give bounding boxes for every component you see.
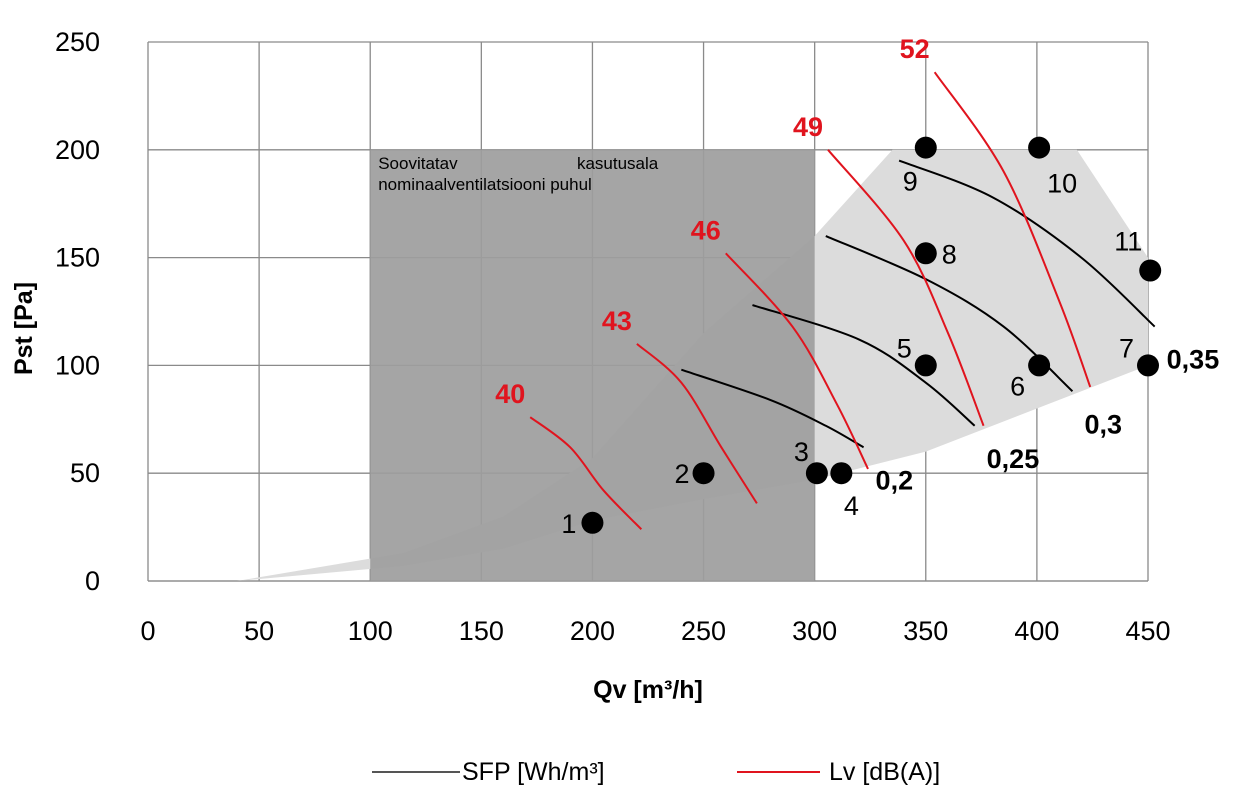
legend: SFP [Wh/m³] Lv [dB(A)] — [372, 758, 940, 786]
operating-point-9 — [914, 136, 937, 159]
operating-point-4 — [830, 462, 853, 485]
point-label-6: 6 — [1010, 371, 1025, 401]
point-label-3: 3 — [794, 437, 809, 467]
sfp-label-0-3: 0,3 — [1084, 409, 1122, 439]
operating-point-2 — [692, 462, 715, 485]
y-tick-label: 0 — [85, 566, 100, 596]
operating-point-5 — [914, 354, 937, 377]
x-tick-label: 50 — [244, 616, 274, 646]
x-tick-label: 350 — [903, 616, 948, 646]
point-label-1: 1 — [561, 509, 576, 539]
tick-labels: 0 50 100 150 200 250 300 350 400 450 0 50 100 150 200 2… — [55, 27, 1171, 646]
zone-label-line2: nominaalventilatsiooni puhul — [378, 175, 592, 194]
lv-curve-46 — [725, 252, 869, 470]
y-tick-label: 250 — [55, 27, 100, 57]
lv-label-49: 49 — [793, 112, 823, 142]
y-tick-label: 150 — [55, 243, 100, 273]
x-tick-label: 400 — [1014, 616, 1059, 646]
lv-curve-40 — [529, 416, 643, 530]
y-tick-label: 50 — [70, 458, 100, 488]
sfp-curve-0-2 — [681, 368, 865, 449]
y-axis-title: Pst [Pa] — [10, 282, 38, 375]
lv-curve-49 — [827, 149, 985, 427]
point-label-11: 11 — [1114, 227, 1142, 257]
y-tick-label: 200 — [55, 135, 100, 165]
point-label-5: 5 — [897, 333, 912, 363]
x-tick-label: 0 — [140, 616, 155, 646]
point-label-10: 10 — [1047, 169, 1077, 199]
operating-point-1 — [581, 511, 604, 534]
point-label-4: 4 — [844, 491, 859, 521]
operating-points: 1 2 3 4 5 6 7 8 9 10 11 — [561, 136, 1162, 539]
operating-point-11 — [1139, 259, 1162, 282]
x-tick-label: 250 — [681, 616, 726, 646]
sfp-label-0-2: 0,2 — [876, 465, 914, 495]
legend-label-lv: Lv [dB(A)] — [829, 758, 940, 786]
sfp-label-0-25: 0,25 — [987, 444, 1040, 474]
y-tick-label: 100 — [55, 350, 100, 380]
x-tick-label: 200 — [570, 616, 615, 646]
x-tick-label: 450 — [1125, 616, 1170, 646]
x-tick-label: 100 — [348, 616, 393, 646]
sfp-curve-0-35 — [898, 159, 1156, 328]
zone-label-line1-left: Soovitatav — [378, 154, 458, 173]
legend-label-sfp: SFP [Wh/m³] — [462, 758, 605, 786]
lv-label-46: 46 — [691, 215, 721, 245]
operating-point-6 — [1028, 354, 1051, 377]
operating-point-3 — [805, 462, 828, 485]
operating-point-7 — [1137, 354, 1159, 377]
sfp-curve-0-25 — [752, 304, 976, 427]
operating-point-8 — [914, 242, 937, 265]
recommended-zone: Soovitatav kasutusala nominaalventilatsi… — [370, 149, 815, 582]
point-label-2: 2 — [675, 459, 690, 489]
point-label-8: 8 — [942, 239, 957, 269]
operating-point-10 — [1028, 136, 1051, 159]
x-tick-label: 300 — [792, 616, 837, 646]
lv-label-40: 40 — [495, 379, 525, 409]
x-tick-label: 150 — [459, 616, 504, 646]
point-label-7: 7 — [1119, 333, 1134, 363]
point-label-9: 9 — [903, 167, 918, 197]
lv-label-43: 43 — [602, 306, 632, 336]
zone-label-line1-right: kasutusala — [577, 154, 659, 173]
x-axis-title: Qv [m³/h] — [593, 676, 703, 704]
recommended-zone-fill — [370, 149, 815, 582]
sfp-label-0-35: 0,35 — [1167, 345, 1220, 375]
lv-curve-43 — [636, 343, 758, 504]
lv-label-52: 52 — [900, 34, 930, 64]
lv-curve-52 — [933, 71, 1092, 388]
